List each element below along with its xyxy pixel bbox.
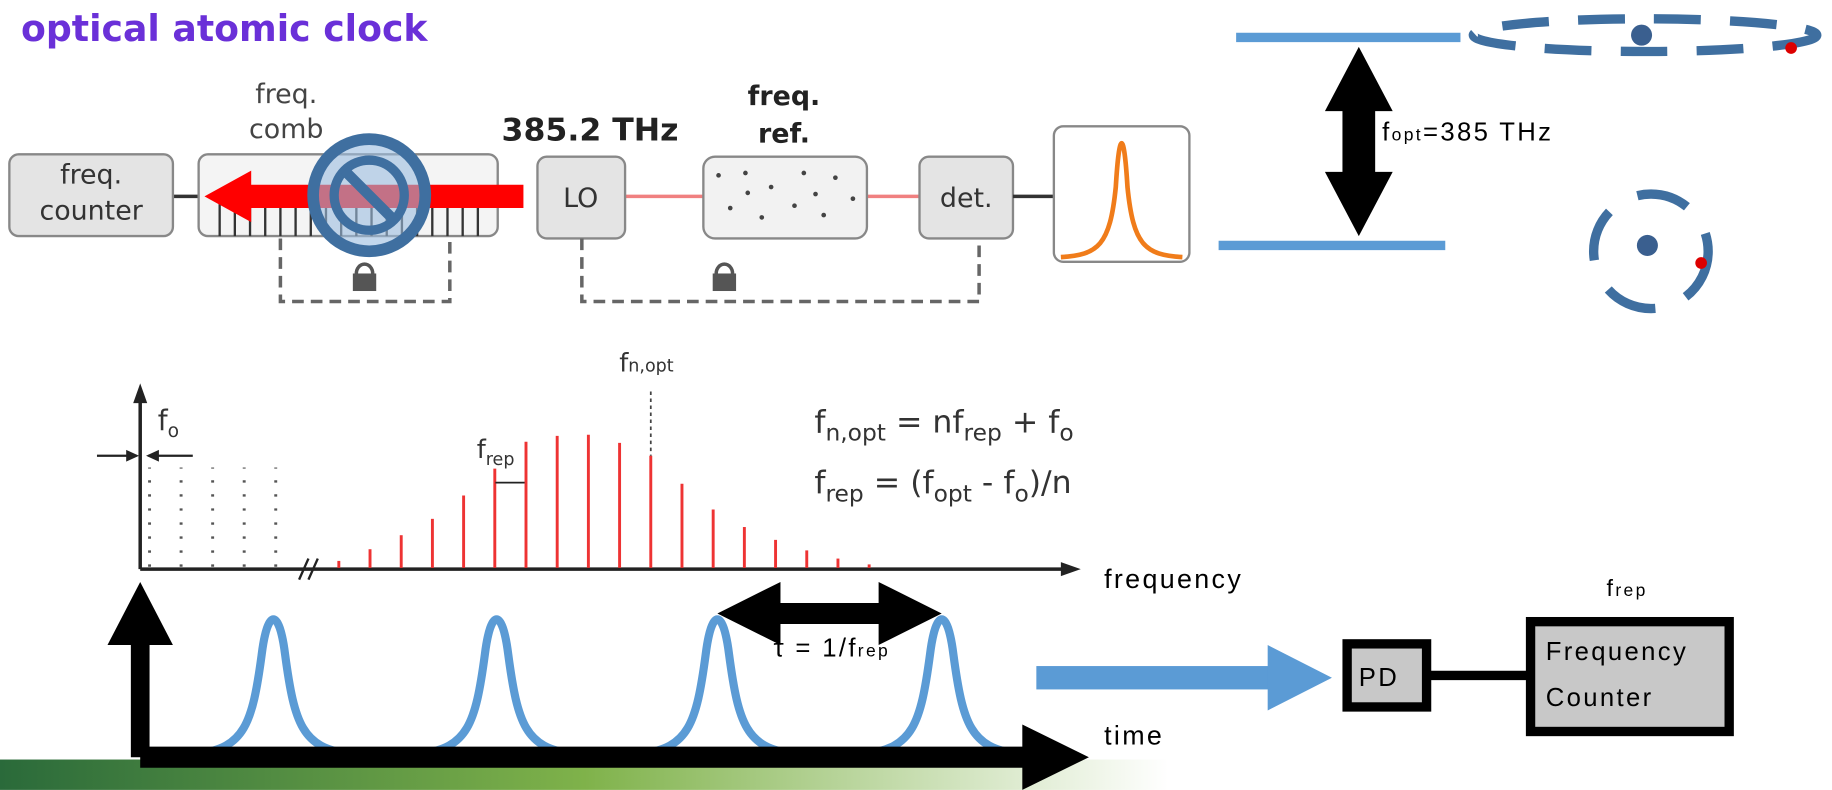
text: f bbox=[158, 404, 169, 437]
period-label: τ = 1/frep bbox=[773, 635, 890, 663]
particle bbox=[745, 190, 751, 196]
particle bbox=[716, 173, 721, 178]
text: rep bbox=[486, 450, 515, 470]
text: f bbox=[814, 465, 826, 501]
text: + f bbox=[1002, 404, 1060, 440]
detection: PD Frequency Counter frep bbox=[1036, 575, 1734, 737]
text: opt bbox=[1392, 124, 1423, 144]
text: n,opt bbox=[825, 419, 886, 447]
spectrum: fn,opt fo frep fn,opt = nfrep + fo frep … bbox=[96, 349, 1243, 594]
text: =385 THz bbox=[1423, 118, 1553, 146]
frequency-label: frequency bbox=[1104, 564, 1243, 594]
particle bbox=[821, 212, 827, 218]
particle bbox=[759, 215, 765, 220]
text: f bbox=[477, 435, 487, 465]
text: f bbox=[619, 349, 629, 379]
pulse bbox=[865, 615, 1019, 758]
text: rep bbox=[964, 419, 1002, 447]
equation: frep = (fopt - fo)/n bbox=[814, 465, 1071, 507]
text: o bbox=[1014, 479, 1028, 507]
text: = nf bbox=[886, 404, 964, 440]
text: τ = 1/f bbox=[773, 635, 857, 663]
comb-label: comb bbox=[249, 114, 323, 145]
text: rep bbox=[858, 641, 890, 661]
lo-freq: 385.2 THz bbox=[502, 112, 679, 148]
text: rep bbox=[1615, 580, 1647, 600]
counter-label: freq. bbox=[60, 160, 122, 191]
particle bbox=[801, 170, 807, 176]
det-label: det. bbox=[940, 183, 993, 214]
fn-opt-label: fn,opt bbox=[619, 349, 674, 379]
time-domain: τ = 1/frep time bbox=[0, 581, 1169, 790]
text: rep bbox=[825, 479, 863, 507]
particle bbox=[833, 175, 838, 181]
lo-label: LO bbox=[563, 183, 598, 214]
ref-label: ref. bbox=[758, 119, 810, 150]
text: o bbox=[1059, 419, 1073, 447]
text: - f bbox=[972, 465, 1015, 501]
particle bbox=[850, 196, 856, 202]
frep-label: frep bbox=[1607, 575, 1648, 601]
text: o bbox=[168, 421, 179, 442]
text: f bbox=[814, 404, 826, 440]
pulse bbox=[420, 615, 574, 758]
text: )/n bbox=[1029, 465, 1072, 501]
text: = (f bbox=[864, 465, 935, 501]
particle bbox=[743, 170, 748, 176]
counter-label: Frequency bbox=[1546, 638, 1688, 666]
comb-label: freq. bbox=[255, 79, 317, 110]
pulse bbox=[196, 615, 350, 758]
particle bbox=[768, 184, 774, 190]
text: opt bbox=[934, 479, 972, 507]
fopt-label: fopt=385 THz bbox=[1382, 118, 1553, 146]
ref-label: freq. bbox=[748, 81, 821, 112]
particle bbox=[792, 203, 797, 209]
particle bbox=[727, 205, 733, 211]
counter-label: counter bbox=[39, 196, 143, 227]
text: f bbox=[1382, 118, 1391, 146]
f0-label: fo bbox=[158, 404, 179, 442]
frep-label: frep bbox=[477, 435, 515, 470]
particle bbox=[813, 191, 818, 197]
pd-label: PD bbox=[1359, 664, 1399, 692]
counter-label: Counter bbox=[1546, 684, 1654, 712]
setup: freq. counter freq. comb 385.2 THz LO fr… bbox=[8, 79, 1191, 304]
equation: fn,opt = nfrep + fo bbox=[814, 404, 1073, 446]
text: n,opt bbox=[628, 357, 674, 377]
title: optical atomic clock bbox=[21, 7, 428, 50]
time-label: time bbox=[1104, 720, 1164, 750]
pulse bbox=[640, 615, 794, 758]
levels: fopt=385 THz bbox=[1218, 14, 1822, 314]
text: f bbox=[1607, 575, 1616, 601]
